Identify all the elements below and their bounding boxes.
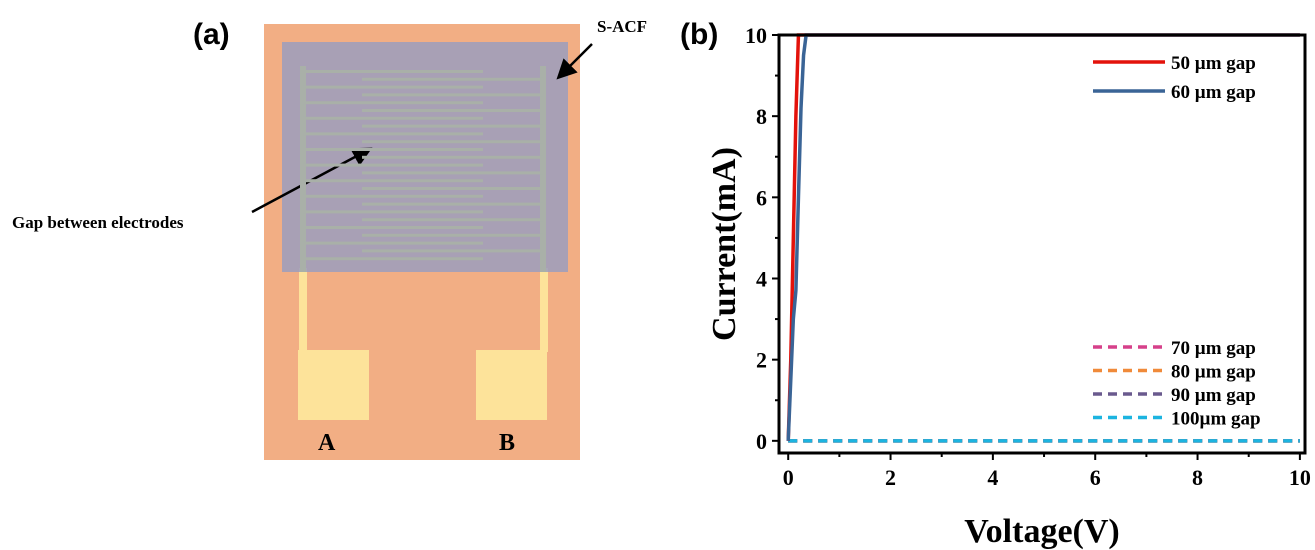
figure: (a) S-ACF Gap between electrodes A B (b)…: [0, 0, 1315, 550]
chart: (b) 0 2 4 6 8 10 0 2 4 6 8 10 Voltage(V) Current(mA) 50…: [680, 18, 1311, 550]
finger: [303, 101, 483, 104]
finger: [303, 132, 483, 135]
y-tick-label: 2: [756, 348, 767, 373]
finger: [362, 109, 543, 112]
finger: [362, 78, 543, 81]
pad-label: B: [499, 430, 515, 456]
finger: [303, 257, 483, 260]
finger: [362, 187, 543, 190]
x-tick-label: 10: [1289, 465, 1311, 490]
pad-label: A: [318, 430, 336, 456]
x-tick-label: 0: [783, 465, 794, 490]
trace: [540, 268, 548, 352]
legend-label: 80 µm gap: [1171, 362, 1256, 383]
x-tick-label: 8: [1192, 465, 1203, 490]
finger: [303, 148, 483, 151]
legend-label: 100µm gap: [1171, 409, 1261, 430]
y-tick-label: 4: [756, 266, 767, 291]
finger: [303, 117, 483, 120]
finger: [303, 164, 483, 167]
finger: [303, 242, 483, 245]
legend-label: 60 µm gap: [1171, 82, 1256, 103]
x-axis-title: Voltage(V): [964, 513, 1120, 550]
finger: [362, 249, 543, 252]
x-tick-label: 6: [1090, 465, 1101, 490]
finger: [303, 70, 483, 73]
finger: [362, 140, 543, 143]
finger: [362, 156, 543, 159]
film-label: S-ACF: [597, 17, 647, 36]
pad: [298, 350, 369, 420]
panel-label: (b): [680, 18, 718, 51]
finger: [303, 226, 483, 229]
bus-bar: [300, 66, 306, 272]
y-tick-label: 10: [745, 23, 767, 48]
y-tick-label: 8: [756, 104, 767, 129]
finger: [362, 234, 543, 237]
y-tick-label: 6: [756, 185, 767, 210]
finger: [303, 86, 483, 89]
bus-bar: [540, 66, 546, 272]
legend-label: 70 µm gap: [1171, 338, 1256, 359]
finger: [362, 125, 543, 128]
finger: [362, 218, 543, 221]
y-tick-label: 0: [756, 429, 767, 454]
x-tick-label: 2: [885, 465, 896, 490]
finger: [362, 93, 543, 96]
y-axis-title: Current(mA): [706, 147, 743, 341]
legend-label: 90 µm gap: [1171, 385, 1256, 406]
x-tick-label: 4: [987, 465, 998, 490]
finger: [303, 179, 483, 182]
finger: [303, 195, 483, 198]
finger: [362, 203, 543, 206]
trace: [299, 268, 307, 352]
panel-label: (a): [193, 18, 230, 51]
legend-label: 50 µm gap: [1171, 53, 1256, 74]
gap-label: Gap between electrodes: [12, 213, 184, 232]
finger: [362, 171, 543, 174]
device-diagram: (a) S-ACF Gap between electrodes A B: [12, 17, 647, 460]
pad: [476, 350, 547, 420]
finger: [303, 210, 483, 213]
